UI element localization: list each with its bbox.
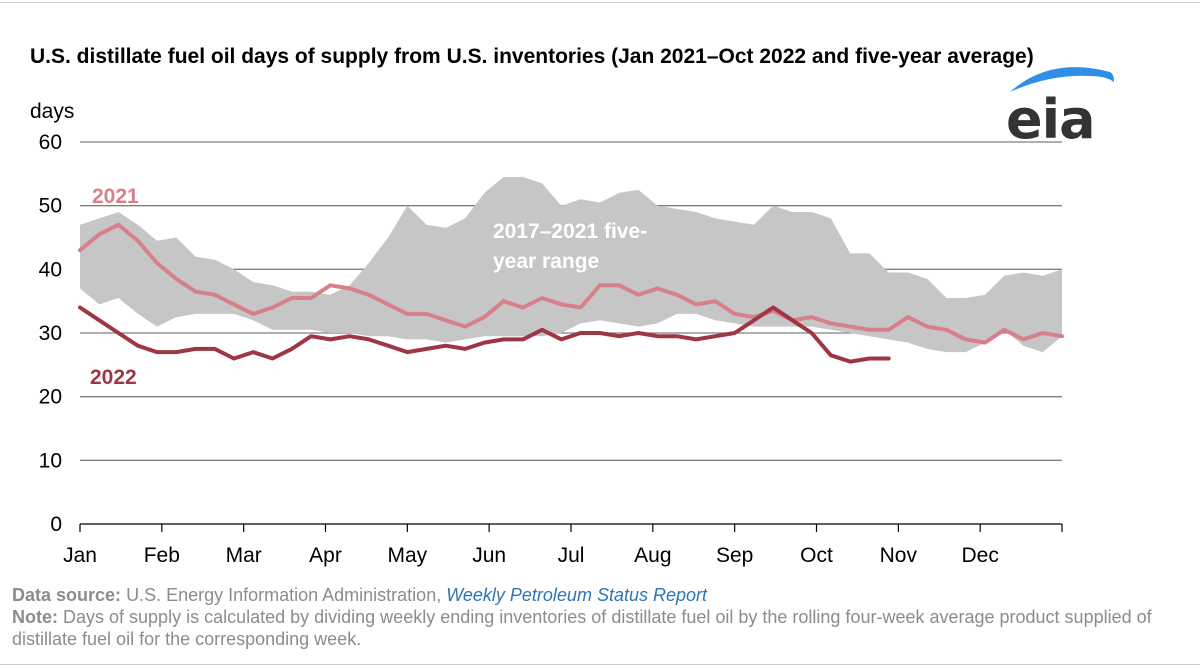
data-source-label: Data source: — [12, 585, 122, 605]
y-axis-unit-label: days — [30, 100, 75, 123]
y-tick-label-30: 30 — [39, 322, 62, 345]
note-label: Note: — [12, 607, 58, 627]
bottom-divider — [0, 664, 1200, 665]
data-source-text: U.S. Energy Information Administration, — [126, 585, 442, 605]
x-tick-label-mar: Mar — [226, 544, 262, 567]
range-label-line-1: 2017–2021 five- — [493, 220, 647, 243]
series-label-2021: 2021 — [92, 185, 139, 208]
logo-arc — [1010, 67, 1114, 92]
data-source-line: Data source: U.S. Energy Information Adm… — [12, 584, 1192, 606]
x-tick-label-dec: Dec — [961, 544, 998, 567]
y-tick-label-20: 20 — [39, 386, 62, 409]
chart-footer: Data source: U.S. Energy Information Adm… — [12, 584, 1192, 650]
x-tick-label-may: May — [387, 544, 427, 567]
x-tick-label-feb: Feb — [144, 544, 180, 567]
five-year-range-band — [80, 177, 1062, 353]
range-label-line-2: year range — [493, 250, 599, 273]
eia-logo: eia — [1002, 62, 1118, 151]
y-tick-label-50: 50 — [39, 195, 62, 218]
x-tick-label-nov: Nov — [880, 544, 918, 567]
data-source-link[interactable]: Weekly Petroleum Status Report — [446, 585, 707, 605]
x-tick-label-sep: Sep — [716, 544, 753, 567]
note-text: Days of supply is calculated by dividing… — [12, 607, 1152, 649]
top-divider — [0, 2, 1200, 3]
y-tick-label-60: 60 — [39, 131, 62, 154]
x-tick-label-oct: Oct — [800, 544, 833, 567]
x-tick-label-aug: Aug — [634, 544, 671, 567]
series-label-2022: 2022 — [90, 366, 137, 389]
series-line-2021 — [78, 222, 1064, 345]
series-line-2022 — [78, 305, 891, 364]
y-tick-label-40: 40 — [39, 258, 62, 281]
x-tick-label-apr: Apr — [309, 544, 342, 567]
y-tick-label-10: 10 — [39, 449, 62, 472]
note-line: Note: Days of supply is calculated by di… — [12, 606, 1192, 650]
chart-title: U.S. distillate fuel oil days of supply … — [30, 45, 1034, 68]
chart-area: Jan Feb Mar Apr May Jun Jul Aug Sep Oct Nov Dec 0 10 2… — [39, 131, 1064, 567]
x-tick-label-jan: Jan — [63, 544, 97, 567]
x-tick-label-jul: Jul — [558, 544, 585, 567]
logo-text: eia — [1006, 88, 1095, 144]
x-tick-label-jun: Jun — [472, 544, 506, 567]
y-tick-label-0: 0 — [50, 513, 62, 536]
